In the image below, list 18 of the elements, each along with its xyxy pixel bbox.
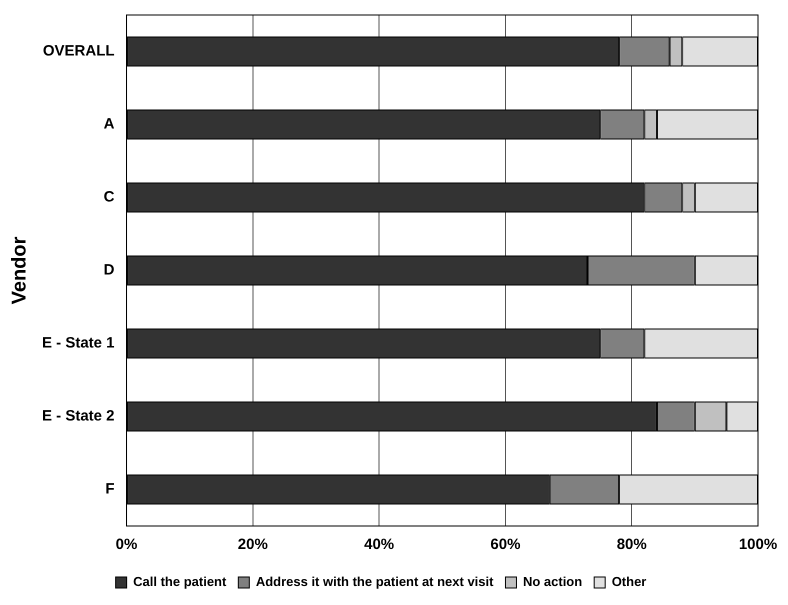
x-tick-label: 60%	[490, 536, 520, 554]
legend-label: Call the patient	[133, 574, 227, 590]
x-tick-label: 80%	[616, 536, 647, 554]
y-tick-label: C	[104, 188, 115, 206]
x-tick-label: 40%	[364, 536, 394, 554]
y-tick-label: A	[104, 116, 115, 133]
x-tick-label: 20%	[238, 536, 268, 554]
x-tick-label: 100%	[738, 536, 778, 554]
y-tick-label: E - State 1	[42, 334, 115, 352]
y-tick-label: F	[105, 480, 115, 498]
x-tick-label: 0%	[116, 536, 138, 554]
y-axis-title: Vendor	[8, 236, 31, 304]
legend-label: No action	[522, 574, 582, 590]
y-tick-label: OVERALL	[42, 42, 115, 60]
y-tick-label: D	[104, 262, 115, 279]
y-tick-label: E - State 2	[42, 408, 115, 425]
legend-label: Address it with the patient at next visit	[256, 574, 494, 590]
legend-label: Other	[612, 574, 646, 590]
